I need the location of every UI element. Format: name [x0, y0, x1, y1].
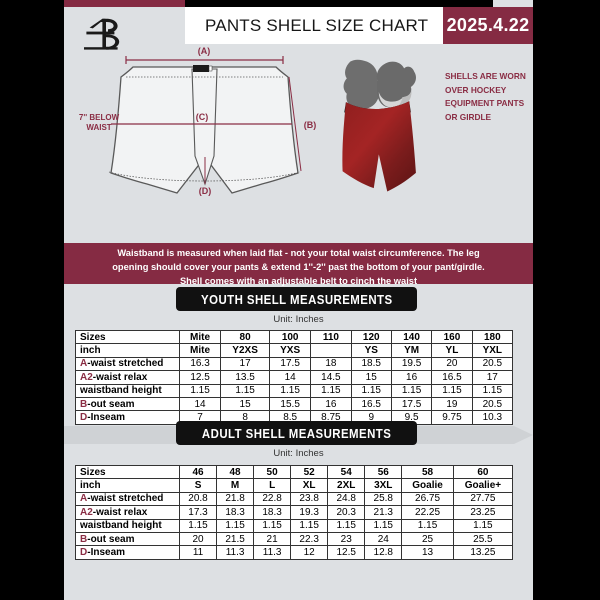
svg-text:(A): (A) [198, 46, 211, 56]
svg-text:(D): (D) [199, 186, 212, 196]
svg-text:7'' BELOW: 7'' BELOW [79, 113, 120, 122]
svg-text:(B): (B) [304, 120, 317, 130]
svg-text:(C): (C) [196, 112, 209, 122]
svg-text:WAIST: WAIST [86, 123, 111, 132]
